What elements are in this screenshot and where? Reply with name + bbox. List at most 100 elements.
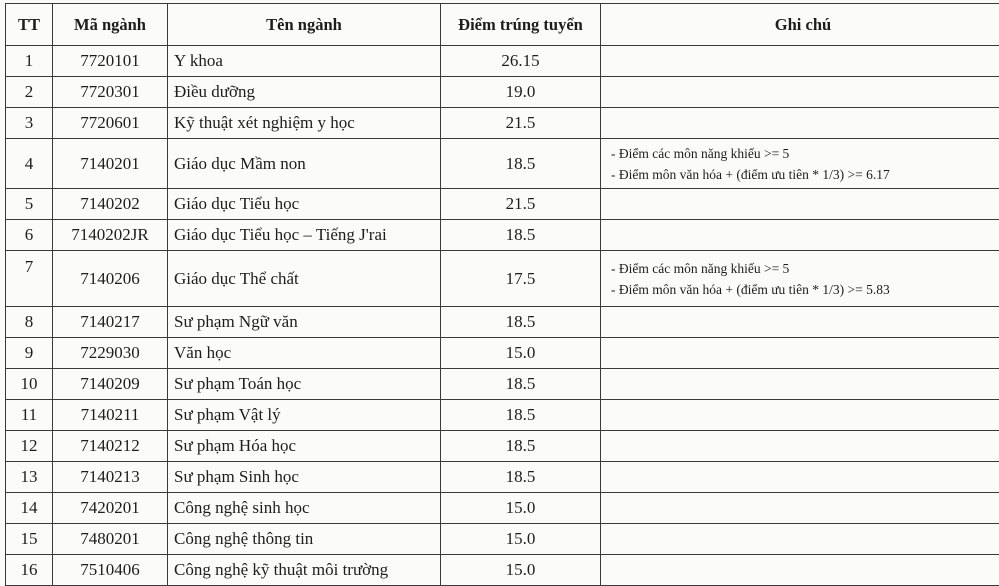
name-cell: Sư phạm Toán học [168, 369, 441, 400]
score-cell: 21.5 [441, 108, 601, 139]
tt-cell: 9 [6, 338, 53, 369]
tt-cell: 14 [6, 493, 53, 524]
name-cell: Công nghệ thông tin [168, 524, 441, 555]
score-cell: 18.5 [441, 400, 601, 431]
code-cell: 7140211 [53, 400, 168, 431]
score-cell: 26.15 [441, 46, 601, 77]
tt-cell: 3 [6, 108, 53, 139]
code-cell: 7720601 [53, 108, 168, 139]
tt-cell: 2 [6, 77, 53, 108]
tt-cell: 12 [6, 431, 53, 462]
notes-cell [601, 400, 999, 431]
name-cell: Kỹ thuật xét nghiệm y học [168, 108, 441, 139]
name-cell: Sư phạm Ngữ văn [168, 307, 441, 338]
score-cell: 18.5 [441, 431, 601, 462]
notes-cell [601, 108, 999, 139]
name-cell: Công nghệ sinh học [168, 493, 441, 524]
notes-cell [601, 189, 999, 220]
name-cell: Điều dưỡng [168, 77, 441, 108]
score-cell: 15.0 [441, 338, 601, 369]
name-cell: Sư phạm Hóa học [168, 431, 441, 462]
score-cell: 15.0 [441, 524, 601, 555]
code-cell: 7140202JR [53, 220, 168, 251]
score-cell: 18.5 [441, 369, 601, 400]
notes-cell: - Điểm các môn năng khiếu >= 5- Điểm môn… [601, 251, 999, 307]
tt-cell: 13 [6, 462, 53, 493]
code-cell: 7420201 [53, 493, 168, 524]
header-name: Tên ngành [168, 4, 441, 46]
notes-cell [601, 524, 999, 555]
header-tt: TT [6, 4, 53, 46]
tt-cell: 5 [6, 189, 53, 220]
note-line: - Điểm các môn năng khiếu >= 5 [611, 143, 999, 164]
notes-cell [601, 46, 999, 77]
score-cell: 18.5 [441, 220, 601, 251]
score-cell: 21.5 [441, 189, 601, 220]
code-cell: 7229030 [53, 338, 168, 369]
score-cell: 15.0 [441, 493, 601, 524]
score-cell: 18.5 [441, 139, 601, 189]
code-cell: 7720301 [53, 77, 168, 108]
name-cell: Y khoa [168, 46, 441, 77]
name-cell: Giáo dục Tiểu học – Tiếng J'rai [168, 220, 441, 251]
code-cell: 7140209 [53, 369, 168, 400]
tt-cell: 10 [6, 369, 53, 400]
notes-cell [601, 493, 999, 524]
notes-cell [601, 77, 999, 108]
notes-cell [601, 431, 999, 462]
header-notes: Ghi chú [601, 4, 999, 46]
score-cell: 18.5 [441, 462, 601, 493]
notes-cell [601, 307, 999, 338]
tt-cell: 6 [6, 220, 53, 251]
header-score: Điểm trúng tuyển [441, 4, 601, 46]
code-cell: 7480201 [53, 524, 168, 555]
name-cell: Sư phạm Vật lý [168, 400, 441, 431]
note-line: - Điểm các môn năng khiếu >= 5 [611, 258, 999, 279]
header-code: Mã ngành [53, 4, 168, 46]
note-line: - Điểm môn văn hóa + (điểm ưu tiên * 1/3… [611, 164, 999, 185]
tt-cell: 1 [6, 46, 53, 77]
name-cell: Giáo dục Mầm non [168, 139, 441, 189]
header-row: TT Mã ngành Tên ngành Điểm trúng tuyển G… [6, 4, 999, 46]
note-line: - Điểm môn văn hóa + (điểm ưu tiên * 1/3… [611, 279, 999, 300]
name-cell: Văn học [168, 338, 441, 369]
code-cell: 7140212 [53, 431, 168, 462]
code-cell: 7140201 [53, 139, 168, 189]
tt-cell: 11 [6, 400, 53, 431]
name-cell: Sư phạm Sinh học [168, 462, 441, 493]
admission-scores-table: TT Mã ngành Tên ngành Điểm trúng tuyển G… [5, 3, 999, 586]
name-cell: Giáo dục Tiểu học [168, 189, 441, 220]
score-cell: 17.5 [441, 251, 601, 307]
tt-cell: 15 [6, 524, 53, 555]
code-cell: 7140217 [53, 307, 168, 338]
tt-cell: 7 [6, 251, 53, 307]
score-cell: 19.0 [441, 77, 601, 108]
code-cell: 7140213 [53, 462, 168, 493]
notes-cell [601, 369, 999, 400]
name-cell: Giáo dục Thể chất [168, 251, 441, 307]
code-cell: 7140206 [53, 251, 168, 307]
notes-cell [601, 338, 999, 369]
notes-cell: - Điểm các môn năng khiếu >= 5- Điểm môn… [601, 139, 999, 189]
tt-cell: 4 [6, 139, 53, 189]
code-cell: 7720101 [53, 46, 168, 77]
code-cell: 7140202 [53, 189, 168, 220]
notes-cell [601, 220, 999, 251]
notes-cell [601, 462, 999, 493]
score-cell: 18.5 [441, 307, 601, 338]
